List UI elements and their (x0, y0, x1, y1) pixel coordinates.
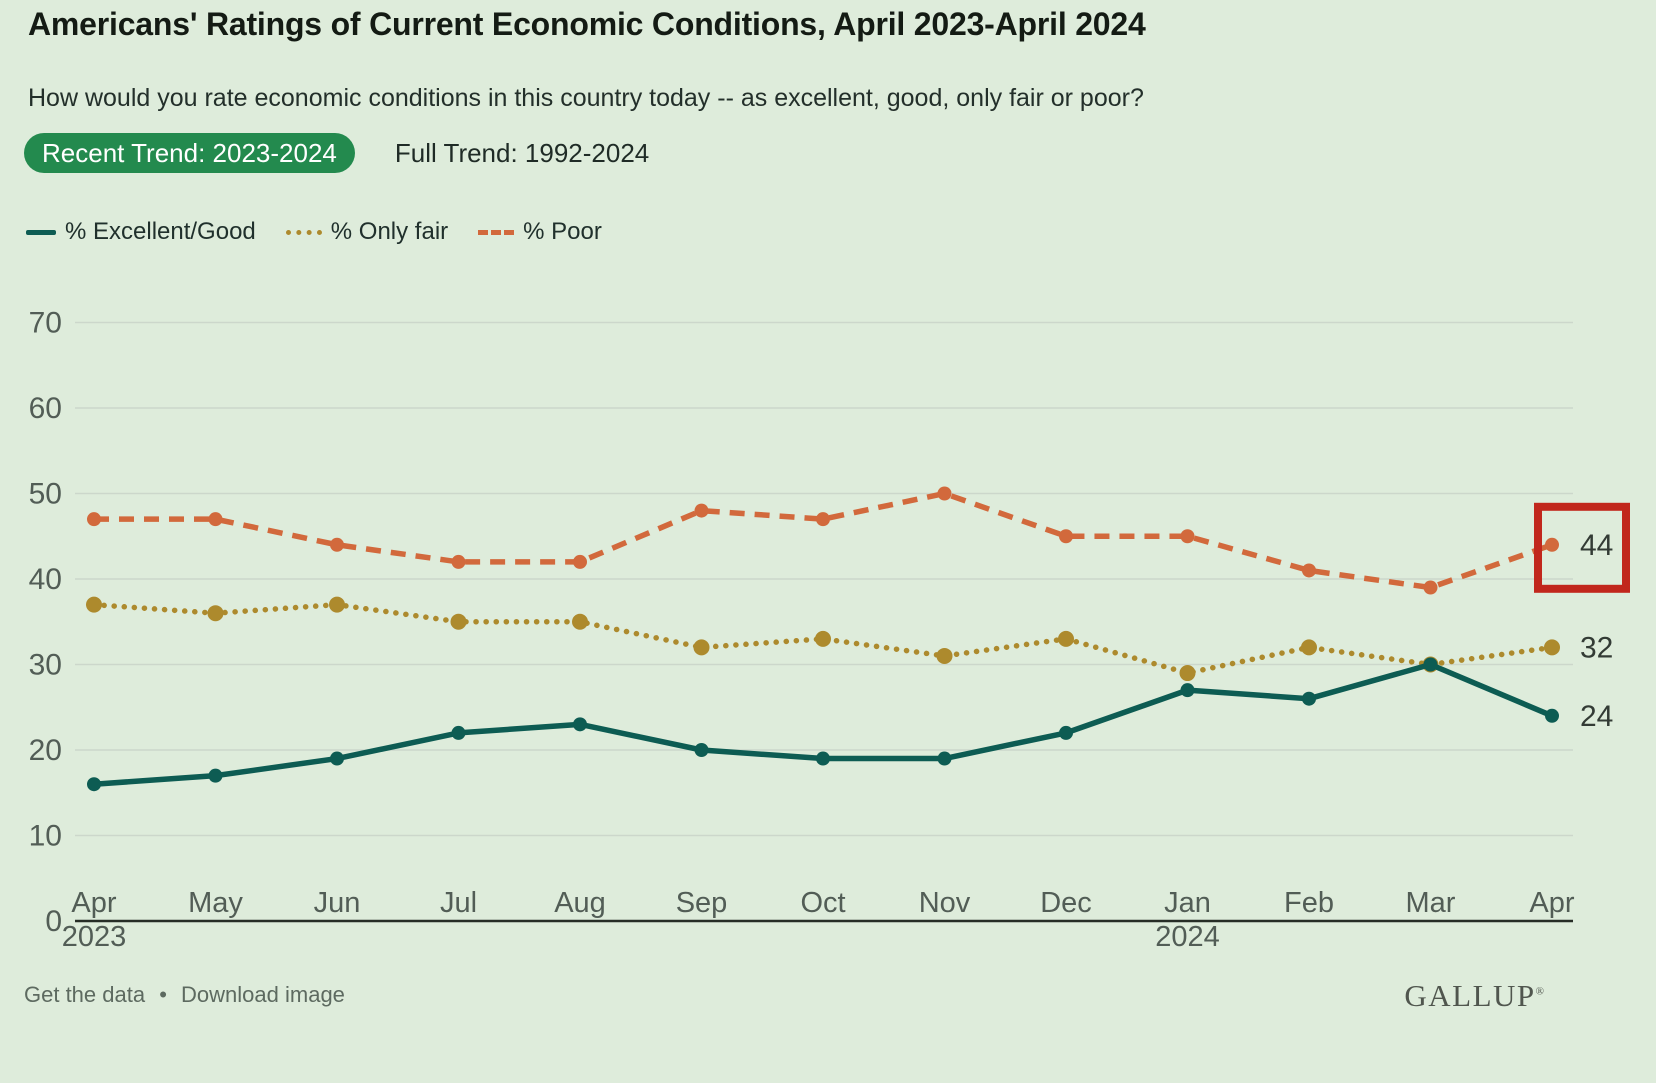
data-point-excellent-good[interactable] (1545, 708, 1559, 723)
gallup-logo: GALLUP® (1404, 978, 1544, 1013)
series-line-excellent-good (93, 661, 1554, 787)
data-point-poor[interactable] (1545, 537, 1559, 552)
data-point-poor[interactable] (816, 512, 830, 527)
data-point-excellent-good[interactable] (87, 777, 101, 792)
y-axis-tick-label: 0 (45, 905, 62, 938)
series-end-value-poor: 44 (1580, 529, 1613, 562)
data-point-poor[interactable] (1180, 529, 1195, 544)
data-point-excellent-good[interactable] (1302, 691, 1316, 706)
legend-item-only-fair[interactable]: % Only fair (285, 218, 449, 246)
get-the-data-link[interactable]: Get the data (24, 982, 146, 1007)
chart-legend: % Excellent/Good % Only fair % Poor (26, 218, 632, 246)
y-axis-tick-label: 40 (29, 563, 62, 596)
x-axis-tick-label: Mar (1406, 887, 1456, 919)
data-point-poor[interactable] (573, 554, 587, 569)
x-axis-tick-label: Oct (800, 887, 845, 919)
data-point-poor[interactable] (937, 486, 952, 501)
data-point-poor[interactable] (330, 537, 344, 552)
data-point-only-fair[interactable] (693, 639, 710, 656)
data-point-excellent-good[interactable] (573, 717, 587, 732)
download-image-link[interactable]: Download image (181, 982, 345, 1007)
tab-full-trend[interactable]: Full Trend: 1992-2024 (395, 133, 649, 173)
data-point-only-fair[interactable] (1058, 630, 1074, 647)
y-axis-tick-label: 60 (29, 392, 62, 425)
legend-swatch-dashed-line-icon (478, 229, 515, 235)
y-axis-tick-label: 10 (29, 820, 62, 853)
data-point-excellent-good[interactable] (937, 751, 952, 766)
data-point-poor[interactable] (208, 512, 223, 527)
data-point-excellent-good[interactable] (1423, 657, 1438, 672)
data-point-only-fair[interactable] (1301, 639, 1317, 656)
data-point-only-fair[interactable] (450, 613, 467, 630)
data-point-excellent-good[interactable] (451, 725, 466, 740)
data-point-excellent-good[interactable] (1180, 683, 1195, 698)
legend-swatch-dotted-line-icon (285, 229, 322, 235)
data-point-poor[interactable] (694, 503, 709, 518)
data-point-only-fair[interactable] (936, 647, 953, 664)
data-point-only-fair[interactable] (329, 596, 345, 613)
x-axis-tick-label: Apr (1529, 887, 1574, 919)
data-point-only-fair[interactable] (815, 630, 831, 647)
legend-item-excellent-good[interactable]: % Excellent/Good (26, 218, 256, 246)
data-point-poor[interactable] (451, 554, 466, 569)
data-point-only-fair[interactable] (1179, 665, 1196, 682)
x-axis-year-label: 2024 (1155, 921, 1220, 953)
data-point-poor[interactable] (1302, 563, 1316, 578)
data-point-poor[interactable] (1423, 580, 1438, 595)
registered-mark: ® (1535, 985, 1544, 998)
data-point-only-fair[interactable] (1544, 639, 1560, 656)
highlight-box-annotation (1534, 502, 1630, 593)
x-axis-tick-label: Aug (554, 887, 606, 919)
legend-label: % Excellent/Good (65, 218, 256, 245)
legend-swatch-solid-line-icon (26, 229, 56, 235)
x-axis-tick-label: Dec (1040, 887, 1092, 919)
legend-label: % Poor (523, 218, 602, 245)
y-axis-tick-label: 30 (29, 649, 62, 682)
tab-recent-trend[interactable]: Recent Trend: 2023-2024 (24, 133, 355, 173)
legend-item-poor[interactable]: % Poor (478, 218, 602, 246)
x-axis-tick-label: Nov (919, 887, 971, 919)
x-axis-tick-label: Jun (314, 887, 361, 919)
x-axis-tick-label: Jan (1164, 887, 1211, 919)
survey-question: How would you rate economic conditions i… (28, 84, 1144, 112)
data-point-excellent-good[interactable] (816, 751, 830, 766)
y-axis-tick-label: 50 (29, 478, 62, 511)
series-line-poor (94, 490, 1553, 591)
footer-links: Get the data • Download image (24, 982, 345, 1008)
series-end-value-excellent-good: 24 (1580, 700, 1613, 733)
data-point-poor[interactable] (1059, 529, 1073, 544)
y-axis-tick-label: 20 (29, 734, 62, 767)
data-point-only-fair[interactable] (86, 596, 102, 613)
footer-separator: • (159, 982, 167, 1007)
x-axis-tick-label: May (188, 887, 243, 919)
series-end-value-only-fair: 32 (1580, 631, 1613, 664)
x-axis-tick-label: Sep (676, 887, 728, 919)
data-point-only-fair[interactable] (207, 605, 224, 622)
data-point-excellent-good[interactable] (1059, 725, 1073, 740)
data-point-only-fair[interactable] (572, 613, 588, 630)
x-axis-tick-label: Jul (440, 887, 477, 919)
trend-tabs: Recent Trend: 2023-2024 Full Trend: 1992… (24, 133, 649, 173)
legend-label: % Only fair (330, 218, 449, 245)
data-point-poor[interactable] (87, 512, 101, 527)
x-axis-tick-label: Feb (1284, 887, 1334, 919)
x-axis-tick-label: Apr (71, 887, 116, 919)
y-axis-tick-label: 70 (29, 307, 62, 340)
data-point-excellent-good[interactable] (694, 743, 709, 757)
page-title: Americans' Ratings of Current Economic C… (28, 6, 1146, 42)
x-axis-year-label: 2023 (62, 921, 127, 953)
data-point-excellent-good[interactable] (208, 768, 223, 783)
data-point-excellent-good[interactable] (330, 751, 344, 766)
